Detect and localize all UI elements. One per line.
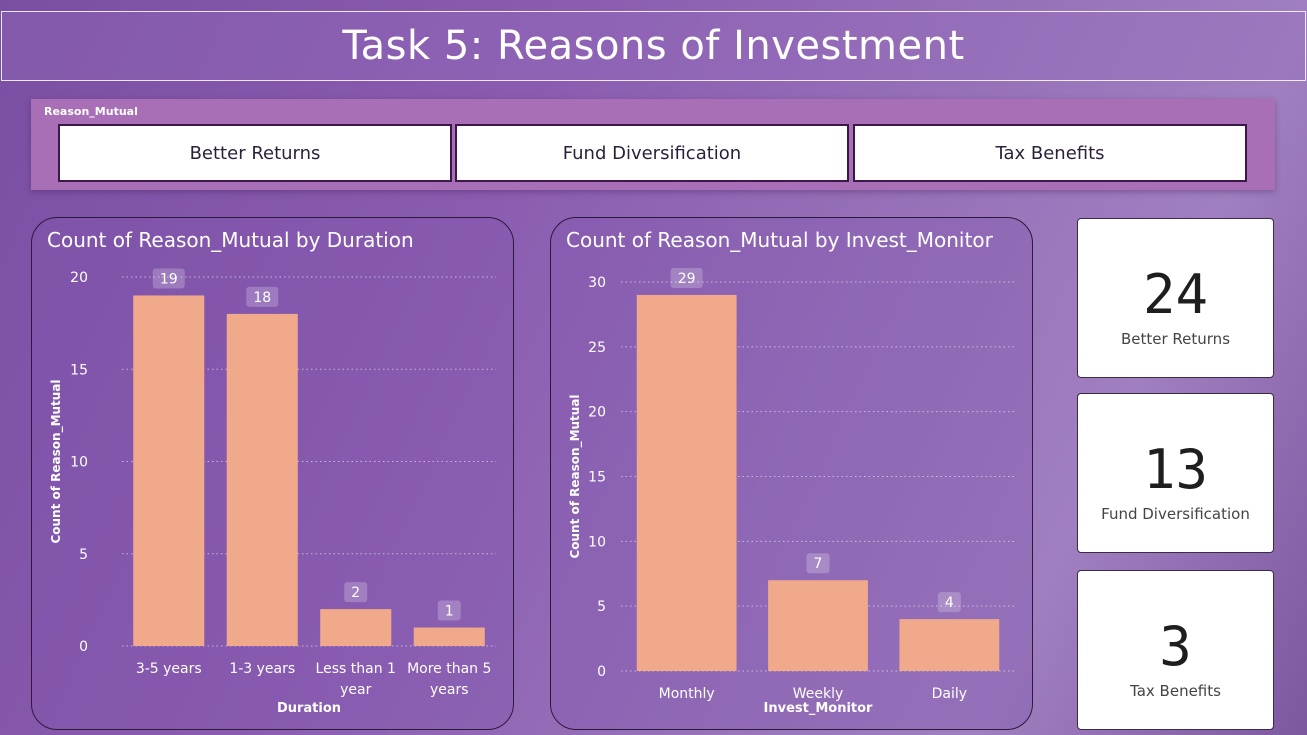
- x-tick-label: 3-5 years: [136, 661, 202, 677]
- data-label: 4: [945, 595, 954, 611]
- data-label: 29: [678, 271, 696, 287]
- x-tick-label: Daily: [932, 686, 967, 702]
- y-axis-label: Count of Reason_Mutual: [49, 379, 64, 543]
- data-label-bg: [806, 553, 830, 574]
- slicer-header: Reason_Mutual: [44, 105, 138, 118]
- card-label: Fund Diversification: [1101, 505, 1250, 523]
- card-tax-benefits: 3 Tax Benefits: [1077, 570, 1274, 730]
- bar: [133, 295, 205, 646]
- y-tick-label: 10: [70, 455, 88, 471]
- slicer-option-fund-diversification[interactable]: Fund Diversification: [455, 124, 849, 182]
- bar: [636, 294, 737, 671]
- duration-chart-title: Count of Reason_Mutual by Duration: [47, 228, 414, 252]
- y-tick-label: 15: [588, 470, 606, 486]
- duration-chart-panel: Count of Reason_Mutual by Duration 0 5 10 1…: [31, 217, 514, 730]
- y-tick-label: 25: [588, 340, 606, 356]
- y-tick-label: 0: [597, 664, 606, 680]
- invest-monitor-bar-chart: 0 5 10 15 20 25 30 Count of Reason_Mutual 29 Mont…: [568, 267, 1015, 716]
- bar: [413, 627, 485, 646]
- data-label-bg: [437, 600, 461, 621]
- invest-monitor-chart-panel: Count of Reason_Mutual by Invest_Monitor…: [550, 217, 1033, 730]
- data-label-bg: [344, 582, 368, 603]
- data-label: 1: [445, 604, 454, 620]
- report-title-bar: Task 5: Reasons of Investment: [1, 11, 1306, 81]
- x-tick-label: years: [430, 682, 469, 698]
- bar: [899, 619, 1000, 671]
- x-tick-label: Less than 1: [316, 661, 396, 677]
- data-label-bg: [937, 592, 961, 613]
- x-tick-label: Monthly: [659, 686, 715, 702]
- y-tick-label: 0: [79, 639, 88, 655]
- bar: [320, 609, 392, 646]
- data-label-bg: [152, 268, 185, 289]
- card-label: Tax Benefits: [1130, 682, 1221, 700]
- x-tick-label: More than 5: [407, 661, 491, 677]
- data-label-bg: [246, 286, 279, 307]
- card-value: 13: [1142, 438, 1209, 501]
- x-tick-label: Weekly: [793, 686, 844, 702]
- y-tick-label: 5: [597, 599, 606, 615]
- data-label: 2: [351, 585, 360, 601]
- bar: [226, 313, 298, 646]
- card-value: 3: [1159, 615, 1192, 678]
- y-tick-label: 30: [588, 275, 606, 291]
- data-label-bg: [670, 267, 703, 288]
- x-tick-label: 1-3 years: [229, 661, 295, 677]
- x-axis-label: Duration: [277, 701, 341, 716]
- bar: [768, 580, 868, 671]
- x-tick-label: year: [340, 682, 371, 698]
- data-label: 18: [253, 290, 271, 306]
- y-axis-label: Count of Reason_Mutual: [568, 394, 583, 558]
- card-value: 24: [1142, 263, 1209, 326]
- slicer-option-better-returns[interactable]: Better Returns: [58, 124, 452, 182]
- y-tick-label: 15: [70, 362, 88, 378]
- y-tick-label: 5: [79, 547, 88, 563]
- y-tick-label: 10: [588, 534, 606, 550]
- card-better-returns: 24 Better Returns: [1077, 218, 1274, 378]
- reason-mutual-slicer: Reason_Mutual Better Returns Fund Divers…: [31, 99, 1275, 190]
- card-label: Better Returns: [1120, 330, 1231, 348]
- data-label: 19: [160, 271, 178, 287]
- x-axis-label: Invest_Monitor: [764, 701, 874, 716]
- card-fund-diversification: 13 Fund Diversification: [1077, 393, 1274, 553]
- invest-monitor-chart-title: Count of Reason_Mutual by Invest_Monitor: [566, 228, 993, 252]
- slicer-option-tax-benefits[interactable]: Tax Benefits: [853, 124, 1247, 182]
- y-tick-label: 20: [70, 270, 88, 286]
- duration-bar-chart: 0 5 10 15 20 Count of Reason_Mutual 19 3-5 year…: [49, 268, 496, 716]
- data-label: 7: [814, 556, 823, 572]
- y-tick-label: 20: [588, 405, 606, 421]
- page-title: Task 5: Reasons of Investment: [342, 23, 965, 69]
